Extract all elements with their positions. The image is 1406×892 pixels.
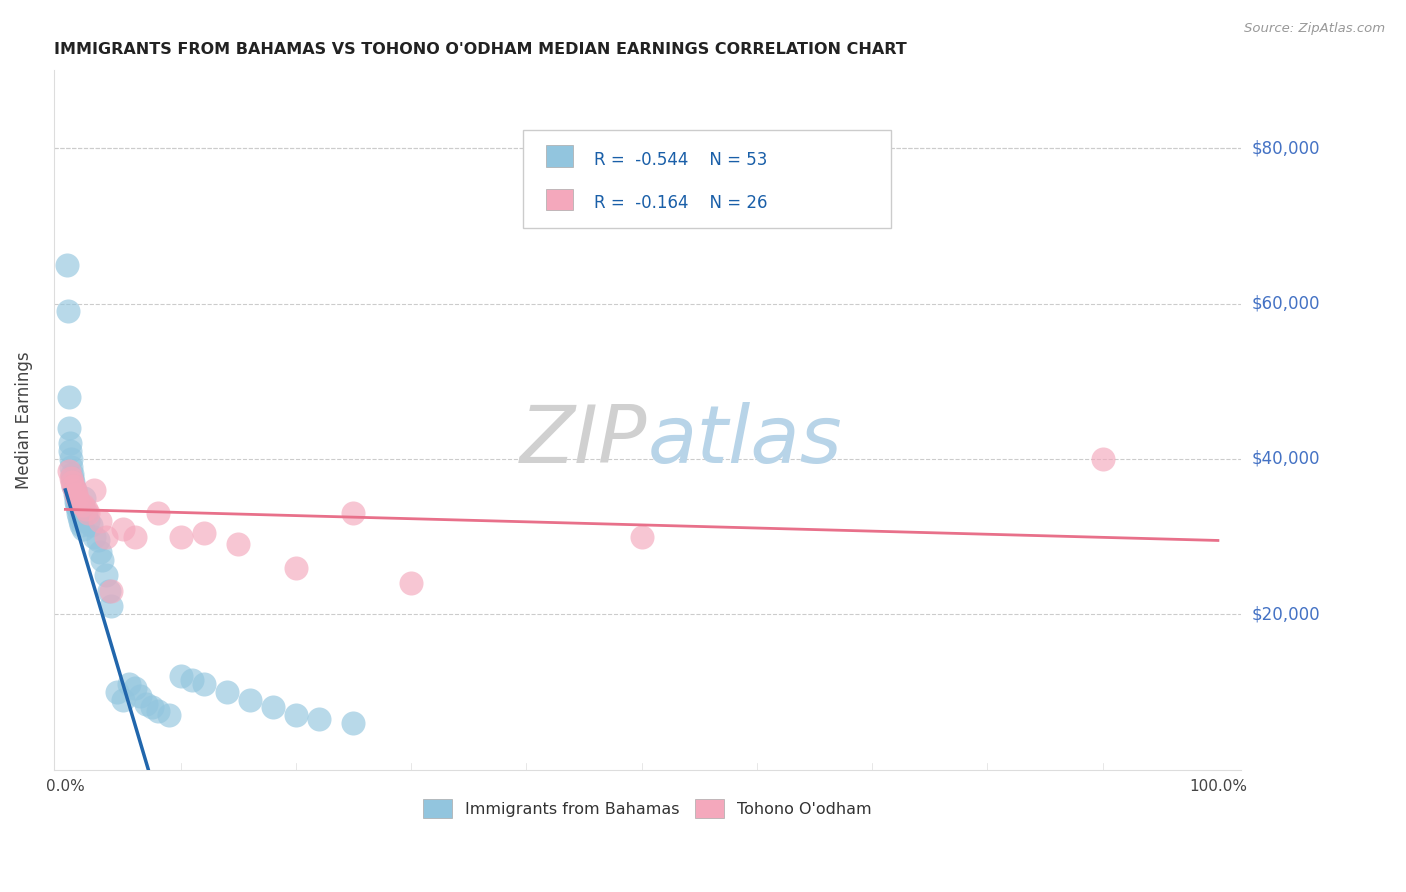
Text: $80,000: $80,000 [1253, 139, 1320, 157]
Point [60, 459, 83, 474]
Point [60, 467, 83, 482]
Point [65, 494, 87, 508]
Text: $20,000: $20,000 [1253, 606, 1320, 624]
FancyBboxPatch shape [523, 130, 891, 227]
Point [105, 685, 128, 699]
Point [65, 491, 87, 505]
Point [124, 530, 146, 544]
Point [129, 689, 152, 703]
Point [66, 500, 89, 514]
Point [111, 522, 134, 536]
Text: $40,000: $40,000 [1253, 450, 1320, 468]
Point [67, 502, 90, 516]
Bar [547, 145, 572, 167]
Point [83, 483, 105, 497]
Point [62, 479, 84, 493]
Point [169, 530, 191, 544]
Point [55, 258, 77, 272]
Point [73, 491, 96, 505]
Text: IMMIGRANTS FROM BAHAMAS VS TOHONO O'ODHAM MEDIAN EARNINGS CORRELATION CHART: IMMIGRANTS FROM BAHAMAS VS TOHONO O'ODHA… [53, 42, 907, 57]
Point [60, 451, 83, 466]
Point [124, 681, 146, 695]
Point [141, 700, 163, 714]
Point [226, 537, 249, 551]
Point [1091, 451, 1114, 466]
Text: ZIP: ZIP [520, 402, 647, 480]
Point [111, 692, 134, 706]
Point [67, 510, 90, 524]
Text: R =  -0.544    N = 53: R = -0.544 N = 53 [593, 151, 768, 169]
Point [58, 390, 80, 404]
Point [58, 421, 80, 435]
Point [630, 530, 652, 544]
Point [67, 506, 90, 520]
Point [100, 584, 122, 599]
Point [80, 517, 103, 532]
Point [284, 560, 307, 574]
Point [63, 483, 86, 497]
Point [146, 705, 169, 719]
Point [342, 716, 364, 731]
Point [77, 506, 100, 520]
Point [342, 506, 364, 520]
Point [65, 487, 87, 501]
Point [94, 530, 117, 544]
Point [75, 502, 97, 516]
Text: atlas: atlas [647, 402, 842, 480]
Point [135, 697, 157, 711]
Point [86, 533, 108, 548]
Point [77, 514, 100, 528]
Bar [547, 189, 572, 211]
Point [56, 304, 79, 318]
Point [284, 708, 307, 723]
Point [169, 669, 191, 683]
Point [146, 506, 169, 520]
Point [239, 692, 262, 706]
Point [70, 517, 93, 532]
Point [94, 568, 117, 582]
Point [58, 464, 80, 478]
Point [89, 545, 111, 559]
Point [215, 685, 238, 699]
Point [60, 475, 83, 490]
Text: $60,000: $60,000 [1253, 294, 1320, 312]
Point [98, 584, 121, 599]
Point [83, 530, 105, 544]
Point [118, 677, 141, 691]
Point [157, 708, 180, 723]
Y-axis label: Median Earnings: Median Earnings [15, 351, 32, 489]
Text: Source: ZipAtlas.com: Source: ZipAtlas.com [1244, 22, 1385, 36]
Point [91, 553, 114, 567]
Point [59, 436, 82, 450]
Point [60, 471, 83, 485]
Point [72, 522, 94, 536]
Point [262, 700, 284, 714]
Point [66, 491, 89, 505]
Point [63, 487, 86, 501]
Point [181, 673, 204, 688]
Point [193, 677, 215, 691]
Point [60, 471, 83, 485]
Point [193, 525, 215, 540]
Point [72, 499, 94, 513]
Legend: Immigrants from Bahamas, Tohono O'odham: Immigrants from Bahamas, Tohono O'odham [418, 792, 877, 824]
Point [66, 497, 89, 511]
Text: R =  -0.164    N = 26: R = -0.164 N = 26 [593, 194, 768, 212]
Point [63, 483, 86, 497]
Point [62, 479, 84, 493]
Point [62, 475, 84, 490]
Point [308, 712, 330, 726]
Point [67, 494, 90, 508]
Point [75, 506, 97, 520]
Point [399, 576, 422, 591]
Point [59, 444, 82, 458]
Point [89, 514, 111, 528]
Point [100, 599, 122, 614]
Point [69, 514, 91, 528]
